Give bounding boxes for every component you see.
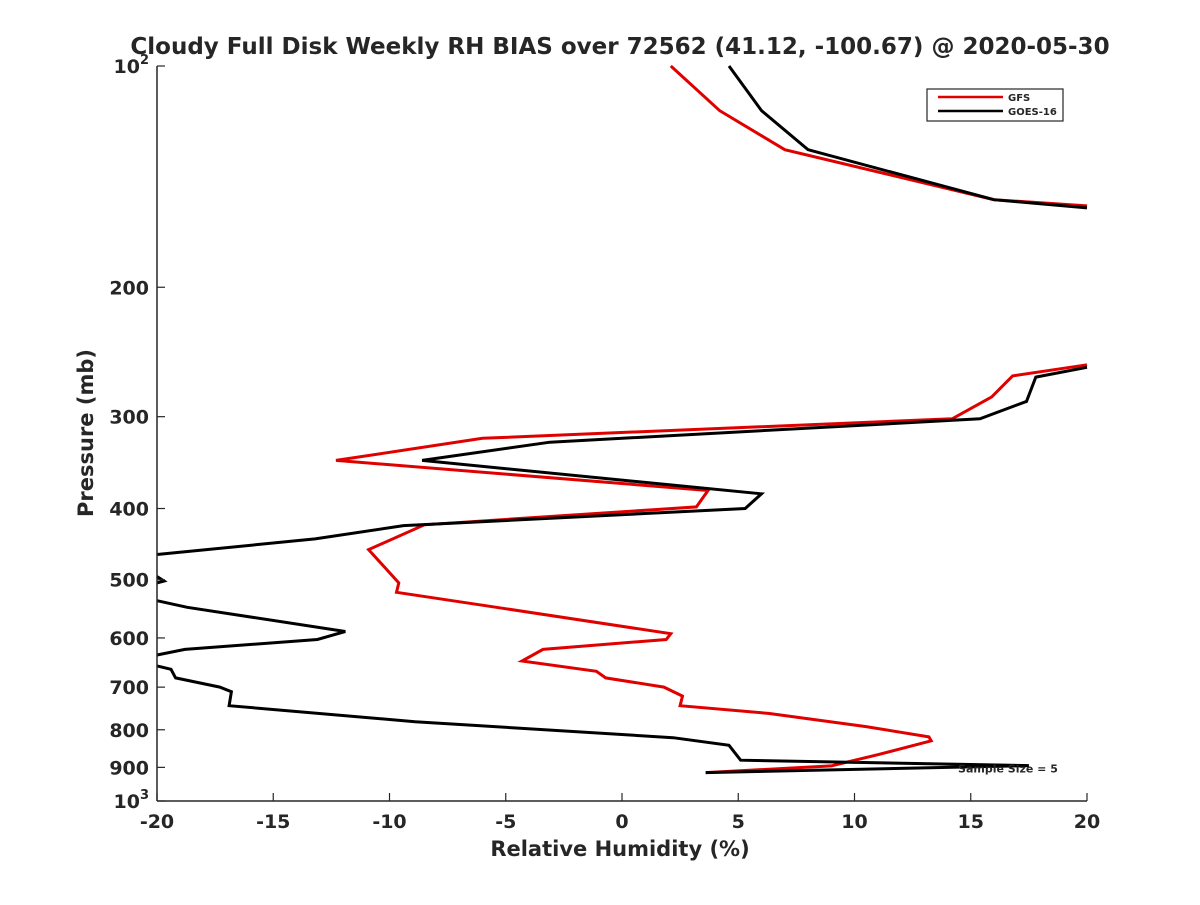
- legend-label-goes-16: GOES-16: [1008, 107, 1057, 118]
- y-tick-label: 102: [114, 53, 150, 78]
- x-tick-label: -5: [495, 811, 516, 833]
- y-tick-label: 500: [109, 570, 149, 592]
- x-tick-label: -20: [140, 811, 174, 833]
- y-tick-label: 800: [109, 720, 149, 742]
- x-tick-label: 0: [615, 811, 628, 833]
- series-line-gfs-segment-2: [335, 363, 1088, 775]
- x-tick-label: 5: [732, 811, 745, 833]
- series-line-goes-16-segment-5: [156, 664, 1029, 775]
- y-tick-label: 900: [109, 757, 149, 779]
- y-tick-label: 400: [109, 499, 149, 521]
- x-axis-label: Relative Humidity (%): [490, 837, 749, 861]
- annotation-layer: Sample Size = 5: [958, 762, 1058, 775]
- series-layer: [156, 64, 1088, 775]
- x-tick-label: -15: [256, 811, 290, 833]
- x-tick-label: -10: [372, 811, 406, 833]
- series-line-goes-16-segment-2: [156, 365, 1088, 556]
- series-line-goes-16-segment-4: [156, 599, 346, 657]
- y-axis-label: Pressure (mb): [74, 349, 98, 517]
- series-line-goes-16-segment-3: [156, 575, 168, 585]
- y-tick-label: 200: [109, 277, 149, 299]
- legend-box: [926, 88, 1064, 122]
- chart-title: Cloudy Full Disk Weekly RH BIAS over 725…: [130, 34, 1109, 60]
- x-tick-label: 10: [841, 811, 867, 833]
- y-tick-label: 600: [109, 628, 149, 650]
- series-line-goes-16-segment-1: [727, 65, 1088, 210]
- x-tick-label: 20: [1074, 811, 1100, 833]
- legend: GFS GOES-16: [926, 88, 1064, 122]
- y-tick-label: 300: [109, 407, 149, 429]
- y-tick-label: 103: [114, 788, 150, 813]
- x-tick-label: 15: [958, 811, 984, 833]
- ticks-layer: -20 -15 -10 -5 0 5 10 15 20 102 200 300 400 500 600 700…: [109, 53, 1100, 833]
- sample-size-annotation: Sample Size = 5: [958, 762, 1058, 775]
- legend-label-gfs: GFS: [1008, 93, 1030, 104]
- y-tick-label: 700: [109, 677, 149, 699]
